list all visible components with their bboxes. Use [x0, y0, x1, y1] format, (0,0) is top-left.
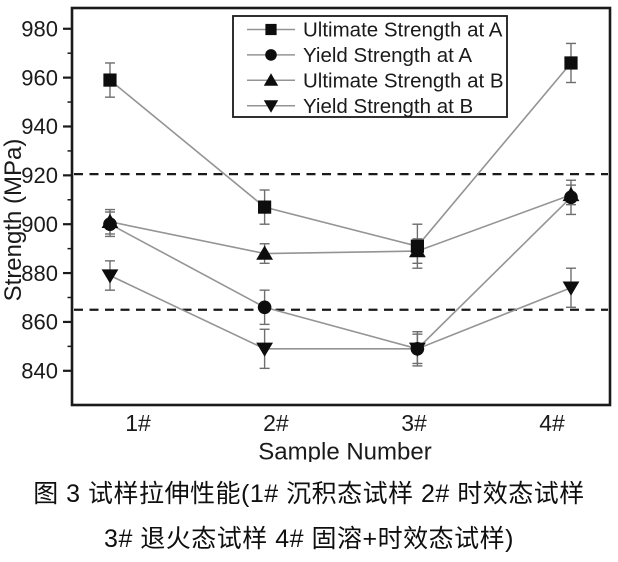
y-axis-title: Strength (MPa)	[0, 139, 27, 302]
triangle-down-marker-icon	[263, 100, 279, 113]
triangle-up-marker-icon	[562, 186, 580, 202]
caption-line-1: 图 3 试样拉伸性能(1# 沉积态试样 2# 时效态试样	[33, 480, 585, 508]
y-tick-label: 960	[21, 65, 58, 90]
triangle-down-marker-icon	[562, 281, 580, 296]
y-tick-label: 980	[21, 16, 58, 41]
triangle-down-marker-icon	[408, 342, 426, 357]
strength-chart: 840 860 880 900 920 940 960 980 1# 2# 3# 4# Sample N…	[0, 6, 612, 465]
legend-label: Yield Strength at B	[303, 95, 473, 118]
series-markers-yield-strength-at-b	[101, 269, 580, 357]
x-tick-label: 3#	[401, 410, 427, 436]
series-markers-ultimate-strength-at-b	[101, 186, 580, 260]
y-tick-label: 840	[21, 358, 58, 383]
square-marker-icon	[564, 56, 578, 70]
triangle-up-marker-icon	[408, 243, 426, 258]
series-line-yield-strength-at-a	[109, 196, 572, 350]
y-tick-label: 940	[21, 114, 58, 139]
y-tick-label: 920	[21, 163, 58, 188]
y-tick-label: 860	[21, 310, 58, 335]
series-line-ultimate-strength-at-b	[109, 194, 572, 255]
legend-box	[232, 15, 508, 118]
circle-marker-icon	[265, 49, 277, 61]
circle-marker-icon	[257, 300, 272, 315]
triangle-up-marker-icon	[256, 245, 274, 260]
legend-label: Ultimate Strength at A	[303, 19, 503, 42]
caption-line-2: 3# 退火态试样 4# 固溶+时效态试样)	[104, 525, 514, 553]
x-tick-label: 1#	[125, 410, 151, 436]
square-marker-icon	[265, 23, 277, 36]
legend-label: Ultimate Strength at B	[303, 69, 504, 92]
legend-item-yield-strength-at-a: Yield Strength at A	[247, 44, 472, 67]
x-tick-label: 2#	[263, 410, 289, 436]
square-marker-icon	[258, 200, 272, 214]
x-axis-title: Sample Number	[258, 438, 431, 462]
triangle-up-marker-icon	[263, 73, 279, 86]
y-tick-label: 900	[21, 212, 58, 237]
legend-label: Yield Strength at A	[303, 44, 472, 67]
square-marker-icon	[103, 73, 117, 87]
figure-caption: 图 3 试样拉伸性能(1# 沉积态试样 2# 时效态试样 3# 退火态试样 4#…	[0, 467, 618, 562]
y-tick-label: 880	[21, 261, 58, 286]
legend-item-ultimate-strength-at-b: Ultimate Strength at B	[247, 69, 504, 92]
legend-item-ultimate-strength-at-a: Ultimate Strength at A	[247, 19, 503, 42]
triangle-down-marker-icon	[101, 269, 119, 284]
x-tick-label: 4#	[539, 410, 565, 436]
triangle-down-marker-icon	[256, 342, 274, 357]
series-markers-ultimate-strength-at-a	[103, 56, 578, 253]
series-line-ultimate-strength-at-a	[109, 62, 572, 248]
series-line-yield-strength-at-b	[109, 274, 572, 350]
triangle-up-marker-icon	[101, 213, 119, 228]
legend-item-yield-strength-at-b: Yield Strength at B	[247, 95, 473, 118]
